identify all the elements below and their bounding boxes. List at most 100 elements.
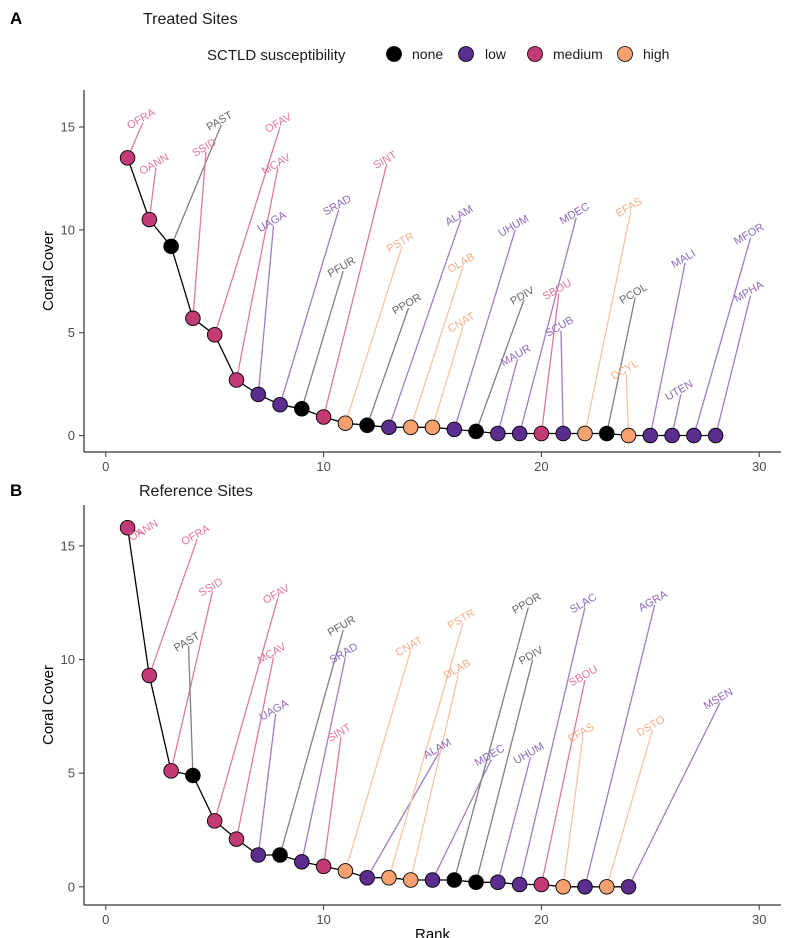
panel-a-point-efas [577,425,593,442]
panel-b-y-tick-label: 10 [61,652,75,667]
panel-a-label-line [410,266,464,428]
panel-a-label-line [214,126,281,335]
panel-a-point-pdiv [468,423,484,440]
panel-b-label-line [235,657,275,840]
panel-a-y-tick-label: 5 [68,325,75,340]
panel-b-point-pfur [272,847,288,863]
panel-a-point-uhum [446,421,463,438]
panel-a-label-line [497,359,519,434]
panel-a-label-line [606,297,636,434]
panel-a-label-line [148,168,157,220]
panel-b-label-line [627,702,721,888]
panel-a-label-line [322,163,388,418]
panel-b-point-uhum [490,874,506,891]
legend-label-none: none [412,46,443,62]
panel-b-x-tick-label: 10 [316,912,330,927]
panel-b-y-tick-label: 5 [68,766,75,781]
panel-a-point-sint [315,409,332,425]
panel-a-point-pstr [337,415,354,431]
legend-title: SCTLD susceptibility [207,47,346,64]
panel-a-label-line [475,299,525,432]
panel-a-point-mali [642,427,659,444]
panel-a-species-label: OANN [138,151,172,177]
panel-b-point-dlab [402,872,419,888]
panel-b-y-tick-label: 0 [68,879,75,894]
panel-a-label-line [560,330,564,434]
panel-a-label-line [344,246,403,424]
panel-a-point-srad [272,396,288,413]
legend-swatch-medium [527,46,543,62]
panel-a-point-past [163,238,179,255]
panel-b-point-srad [294,854,310,870]
panel-b-point-mdec [424,872,441,888]
panel-a-species-label: UAGA [255,209,289,235]
panel-a-label-line [192,151,207,319]
panel-b-point-ssid [163,763,179,779]
panel-a-point-mdec [511,425,528,442]
panel-a-species-label: SSID [190,136,218,159]
panel-a-label-line [693,237,752,436]
panel-b-letter: B [10,481,22,500]
panel-b-label-line [322,736,342,867]
panel-b-label-line [584,604,656,887]
panel-b-x-tick-label: 20 [534,912,548,927]
panel-b-label-line [540,679,586,885]
panel-b-y-tick-label: 15 [61,538,75,553]
legend-label-high: high [643,46,669,62]
panel-a-label-line [518,217,577,434]
panel-b-title: Reference Sites [139,483,253,500]
panel-a-point-maur [490,425,506,442]
panel-b-point-dsto [599,879,615,895]
panel-b-point-ofav [206,813,223,829]
panel-b-x-tick-label: 0 [102,912,109,927]
panel-a-point-ssid [185,310,201,327]
panel-b-species-label: PAST [172,630,202,654]
panel-b-label-line [214,598,279,822]
panel-b-label-line [388,623,464,878]
panel-a-label-line [625,373,630,436]
panel-b-point-pdiv [468,874,484,891]
panel-a-y-axis-title: Coral Cover [40,231,57,311]
panel-a-label-line [431,326,464,428]
panel-b-point-mcav [228,831,245,847]
panel-b-label-line [170,591,214,772]
panel-b-label-line [187,645,194,776]
panel-a-label-line [649,262,686,436]
panel-b-rank-line [126,527,629,888]
panel-b-point-pstr [381,869,397,886]
panel-a-point-mfor [686,427,702,444]
panel-b-point-ofra [141,667,158,684]
panel-b-label-line [344,650,412,872]
panel-a-x-tick-label: 30 [752,459,766,474]
panel-a-label-line [235,168,279,381]
panel-a-label-line [388,219,462,428]
panel-a-species-label: SBOU [541,277,574,303]
panel-b-label-line [366,752,440,879]
panel-b-point-msen [620,879,637,895]
panel-a-letter: A [10,9,22,28]
panel-a-point-mpha [707,427,724,444]
panel-b-x-axis-title: Rank [415,926,451,938]
panel-a-species-label: DCYL [609,358,640,383]
panel-b-point-cnat [337,863,354,879]
panel-a-point-ppor [359,417,375,434]
panel-b-species-label: SINT [326,722,354,745]
panel-b-species-label: EFAS [566,721,596,745]
panel-a-y-tick-label: 10 [61,222,75,237]
panel-a-point-pcol [599,425,615,442]
panel-a-point-pfur [294,401,310,417]
panel-b-point-sbou [533,876,550,893]
panel-a-point-ofra [119,150,136,166]
panel-b-label-line [410,673,460,881]
panel-a-point-sbou [533,425,550,442]
panel-b-point-sint [315,858,332,875]
legend-swatch-none [386,46,402,62]
panel-a-x-tick-label: 20 [534,459,548,474]
panel-a-label-line [584,211,632,434]
panel-b-label-line [301,657,347,862]
panel-b-label-line [257,714,277,856]
panel-a-label-line [366,307,410,426]
